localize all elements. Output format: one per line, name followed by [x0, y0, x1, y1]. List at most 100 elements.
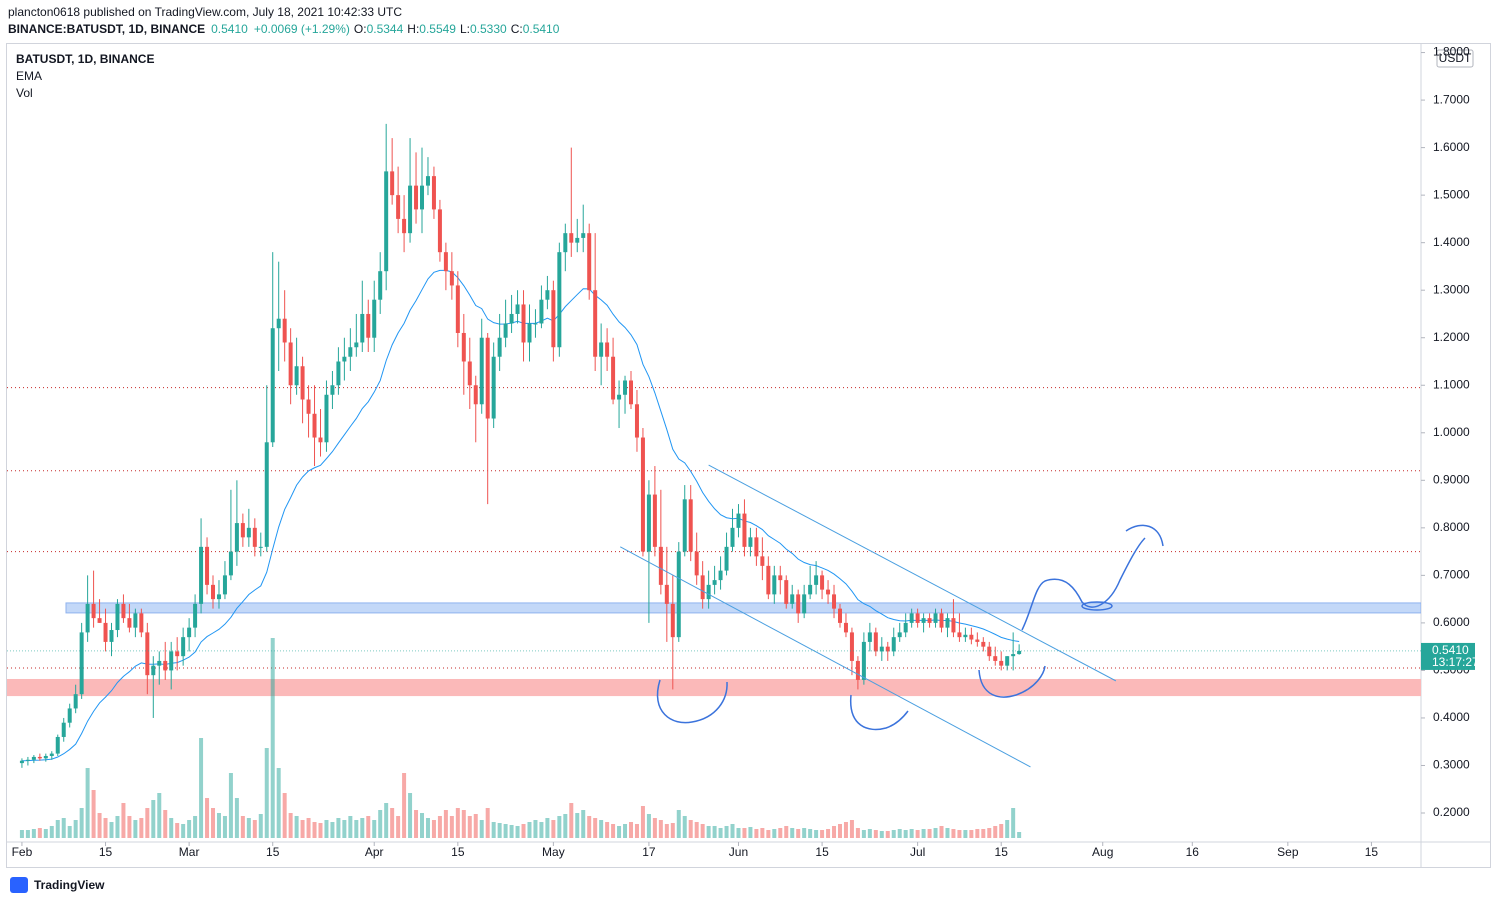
volume-bar — [115, 816, 120, 838]
volume-bar — [587, 816, 592, 838]
volume-bar — [491, 822, 496, 838]
x-tick-label: 15 — [451, 845, 465, 859]
candle-body — [306, 399, 311, 414]
candle-body — [342, 356, 347, 362]
x-tick-label: Jul — [910, 845, 925, 859]
volume-bar — [264, 748, 269, 838]
candle-body — [897, 632, 902, 638]
candle-body — [634, 404, 639, 438]
candle-body — [431, 176, 436, 210]
candle-body — [605, 342, 610, 357]
volume-bar — [306, 818, 311, 838]
y-tick-label: 0.2000 — [1433, 805, 1470, 819]
candle-body — [479, 337, 484, 405]
volume-bar — [485, 808, 490, 838]
candle-body — [151, 665, 156, 676]
volume-bar — [372, 820, 377, 838]
volume-bar — [288, 813, 293, 838]
volume-bar — [778, 828, 783, 838]
volume-bar — [431, 820, 436, 838]
volume-bar — [521, 824, 526, 838]
x-tick-label: Jun — [729, 845, 748, 859]
candle-body — [222, 575, 227, 595]
candle-body — [55, 736, 60, 754]
candle-body — [61, 722, 66, 737]
candle-body — [712, 580, 717, 585]
volume-bar — [760, 828, 765, 838]
volume-bar — [891, 830, 896, 838]
candle-body — [652, 494, 657, 547]
volume-bar — [837, 824, 842, 838]
candle-body — [784, 580, 789, 604]
scribble — [656, 679, 728, 724]
volume-bar — [646, 814, 651, 838]
candle-body — [276, 318, 281, 329]
candle-body — [288, 342, 293, 386]
candle-body — [133, 613, 138, 628]
volume-bar — [246, 818, 251, 838]
candle-body — [706, 584, 711, 600]
scribble — [850, 694, 909, 731]
volume-bar — [557, 816, 562, 838]
candle-body — [127, 618, 132, 628]
candle-body — [724, 546, 729, 571]
volume-bar — [121, 803, 126, 838]
candle-body — [425, 176, 430, 186]
x-tick-label: Aug — [1092, 845, 1113, 859]
volume-bar — [987, 828, 992, 838]
volume-bar — [652, 818, 657, 838]
candle-body — [103, 622, 108, 642]
candle-body — [270, 328, 275, 443]
candle-body — [240, 523, 245, 538]
candle-body — [330, 385, 335, 395]
price: 0.5410 — [211, 22, 248, 36]
candle-body — [25, 759, 30, 761]
trendline — [620, 546, 1031, 768]
candle-body — [700, 575, 705, 600]
volume-bar — [437, 816, 442, 838]
volume-bar — [933, 828, 938, 838]
candle-body — [318, 437, 323, 443]
candle-body — [199, 546, 204, 604]
volume-bar — [43, 829, 48, 838]
x-tick-label: 16 — [1186, 845, 1200, 859]
volume-bar — [617, 826, 622, 838]
volume-bar — [903, 830, 908, 838]
volume-bar — [724, 826, 729, 838]
volume-bar — [909, 829, 914, 838]
volume-bar — [611, 824, 616, 838]
scribble — [1081, 601, 1113, 611]
volume-bar — [133, 820, 138, 838]
volume-bar — [455, 808, 460, 838]
candle-body — [312, 413, 317, 438]
x-tick-label: 15 — [1365, 845, 1379, 859]
candle-body — [234, 523, 239, 552]
volume-bar — [276, 768, 281, 838]
candle-body — [449, 271, 454, 286]
ohlc-value: 0.5344 — [367, 22, 404, 36]
candle-body — [599, 342, 604, 357]
volume-bar — [234, 798, 239, 838]
candle-body — [414, 185, 419, 210]
volume-bar — [497, 823, 502, 838]
volume-bar — [748, 827, 753, 838]
candle-body — [581, 233, 586, 238]
volume-bar — [539, 822, 544, 838]
volume-bar — [999, 824, 1004, 838]
candle-body — [437, 209, 442, 253]
logo — [10, 877, 28, 893]
y-tick-label: 1.2000 — [1433, 330, 1470, 344]
volume-bar — [509, 825, 514, 838]
volume-bar — [623, 824, 628, 838]
ohlc-label: L: — [460, 22, 470, 36]
candle-body — [849, 632, 854, 661]
candle-body — [228, 551, 233, 576]
volume-bar — [730, 824, 735, 838]
y-tick-label: 1.0000 — [1433, 425, 1470, 439]
volume-bar — [742, 828, 747, 838]
candle-body — [718, 570, 723, 581]
volume-bar — [1017, 832, 1022, 838]
volume-bar — [228, 773, 233, 838]
volume-bar — [19, 830, 24, 838]
x-tick-label: Apr — [365, 845, 384, 859]
